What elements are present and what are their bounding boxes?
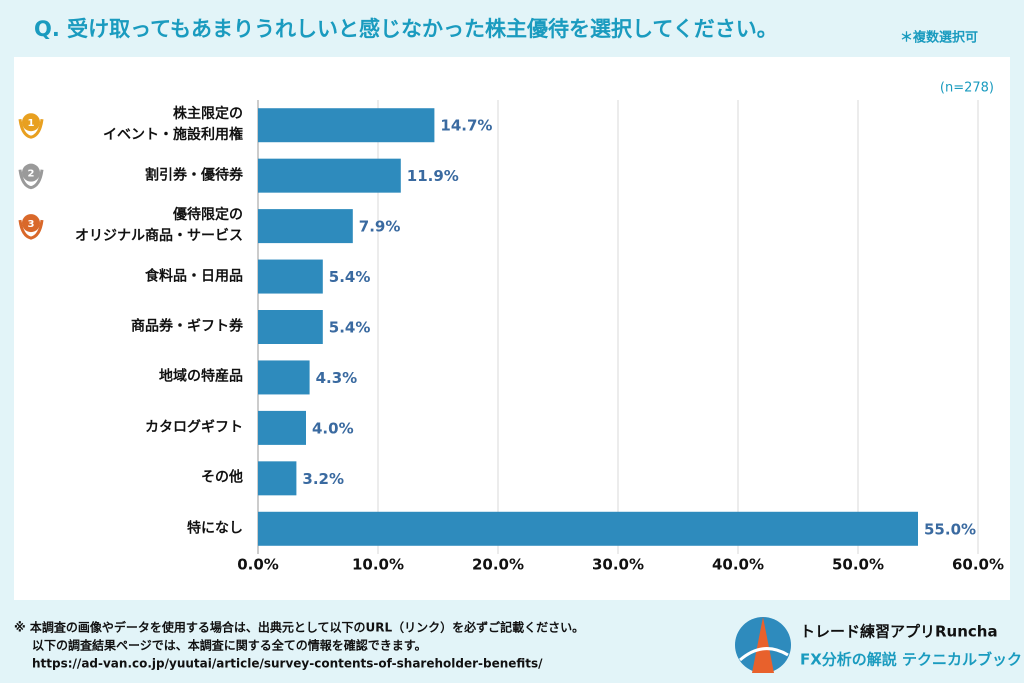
bar xyxy=(258,259,323,294)
brand-name: Runcha xyxy=(935,623,998,641)
sample-size: (n=278) xyxy=(940,81,994,96)
bar xyxy=(258,310,323,344)
footer-note: ※ 本調査の画像やデータを使用する場合は、出典元として以下のURL（リンク）を必… xyxy=(14,620,584,635)
x-tick-label: 50.0% xyxy=(832,556,884,574)
y-tick-label: その他 xyxy=(201,469,243,486)
badge-label: 2 xyxy=(28,169,35,180)
logo-icon xyxy=(735,617,791,673)
footer-note: 以下の調査結果ページでは、本調査に関する全ての情報を確認できます。 xyxy=(32,638,427,653)
panel xyxy=(14,57,1010,600)
value-label: 4.0% xyxy=(312,419,354,437)
value-label: 11.9% xyxy=(407,167,459,185)
bar xyxy=(258,511,918,546)
bar xyxy=(258,461,297,496)
subtitle: ＊複数選択可 xyxy=(900,30,978,46)
y-tick-label: 割引券・優待券 xyxy=(145,167,243,184)
value-label: 14.7% xyxy=(440,117,492,135)
value-label: 5.4% xyxy=(329,268,371,286)
chart-title: Q. 受け取ってもあまりうれしいと感じなかった株主優待を選択してください。 xyxy=(34,17,778,41)
value-label: 4.3% xyxy=(316,369,358,387)
brand: トレード練習アプリ xyxy=(800,623,935,641)
badge-label: 1 xyxy=(28,118,35,129)
badge-wreath xyxy=(18,169,44,190)
y-tick-label: 食料品・日用品 xyxy=(145,268,243,285)
tagline: FX分析の解説 テクニカルブック xyxy=(800,651,1022,669)
badge xyxy=(22,214,40,233)
value-label: 5.4% xyxy=(329,319,371,337)
badge-wreath xyxy=(18,219,44,240)
bar xyxy=(258,158,401,193)
value-label: 3.2% xyxy=(302,470,344,488)
x-tick-label: 20.0% xyxy=(472,556,524,574)
y-tick-label: 株主限定の イベント・施設利用権 xyxy=(103,106,243,144)
value-label: 55.0% xyxy=(924,520,976,538)
x-tick-label: 10.0% xyxy=(352,556,404,574)
badge-wreath xyxy=(18,119,44,139)
badge xyxy=(22,113,40,132)
bar xyxy=(258,108,435,143)
y-tick-label: 商品券・ギフト券 xyxy=(131,318,243,335)
y-tick-label: 優待限定の オリジナル商品・サービス xyxy=(75,207,243,245)
y-tick-label: 特になし xyxy=(187,520,243,537)
badge-label: 3 xyxy=(28,219,35,230)
bar xyxy=(258,209,353,244)
badge xyxy=(22,163,40,182)
x-tick-label: 0.0% xyxy=(237,556,279,574)
y-tick-label: 地域の特産品 xyxy=(159,368,243,385)
footer-url: https://ad-van.co.jp/yuutai/article/surv… xyxy=(32,657,543,671)
x-tick-label: 60.0% xyxy=(952,556,1004,574)
x-tick-label: 40.0% xyxy=(712,556,764,574)
bar xyxy=(258,410,306,445)
bar xyxy=(258,360,310,395)
value-label: 7.9% xyxy=(359,218,401,236)
x-tick-label: 30.0% xyxy=(592,556,644,574)
y-tick-label: カタログギフト xyxy=(145,419,243,436)
